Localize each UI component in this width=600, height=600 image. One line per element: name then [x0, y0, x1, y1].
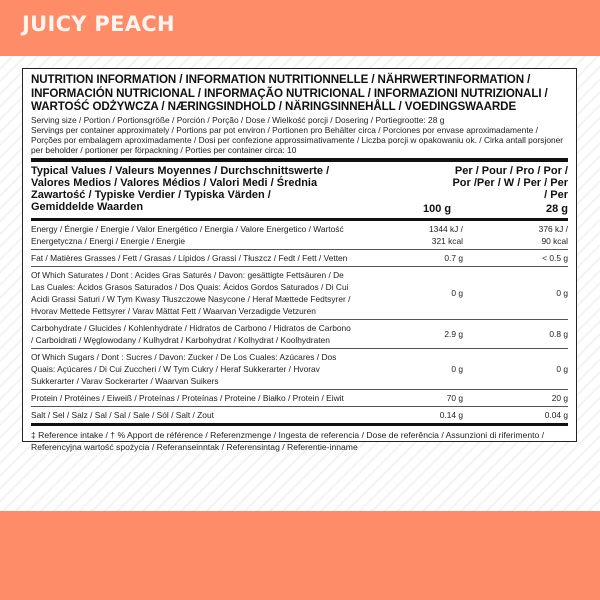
typical-values-header: Typical Values / Valeurs Moyennes / Durc… [31, 161, 393, 221]
footnote: ‡ Reference intake / † % Apport de référ… [31, 429, 545, 452]
table-row: Of Which Sugars / Dont : Sucres / Davon:… [31, 348, 568, 390]
value-per-serving: 20 g [463, 389, 568, 407]
nutrient-name: Energy / Énergie / Energie / Valor Energ… [31, 219, 393, 250]
table-row: Energy / Énergie / Energie / Valor Energ… [31, 219, 568, 250]
table-row: Protein / Protéines / Eiweiß / Proteínas… [31, 389, 568, 407]
serving-size: Serving size / Portion / Portionsgröße /… [31, 114, 445, 125]
per-header: Per / Pour / Pro / Por / Por /Per / W / … [393, 161, 568, 221]
nutrient-name: Of Which Sugars / Dont : Sucres / Davon:… [31, 348, 393, 390]
value-per-100g: 0.14 g [393, 406, 463, 426]
label-heading: NUTRITION INFORMATION / INFORMATION NUTR… [31, 73, 548, 114]
footer-band [0, 511, 600, 600]
header-band [0, 0, 600, 56]
divider [31, 157, 568, 162]
nutrient-name: Of Which Saturates / Dont : Acides Gras … [31, 266, 393, 320]
value-per-100g: 1344 kJ /321 kcal [393, 219, 463, 250]
flavor-title: JUICY PEACH [22, 12, 175, 36]
value-per-serving: 0.04 g [463, 406, 568, 426]
nutrient-name: Protein / Protéines / Eiweiß / Proteínas… [31, 389, 393, 407]
nutrition-table: Typical Values / Valeurs Moyennes / Durc… [31, 161, 568, 426]
value-per-100g: 2.9 g [393, 319, 463, 349]
per-label: Per / Pour / Pro / Por / Por /Per / W / … [452, 164, 568, 201]
table-row: Salt / Sel / Salz / Sal / Sal / Sale / S… [31, 406, 568, 426]
nutrient-name: Carbohydrate / Glucides / Kohlenhydrate … [31, 319, 393, 349]
table-row: Fat / Matières Grasses / Fett / Grasas /… [31, 249, 568, 267]
value-per-serving: 0 g [463, 266, 568, 320]
table-header: Typical Values / Valeurs Moyennes / Durc… [31, 161, 568, 221]
nutrition-label: NUTRITION INFORMATION / INFORMATION NUTR… [22, 68, 577, 452]
value-per-serving: 376 kJ /90 kcal [463, 219, 568, 250]
value-per-serving: 0 g [463, 348, 568, 390]
value-per-100g: 0.7 g [393, 249, 463, 267]
col-28g: 28 g [545, 202, 568, 215]
value-per-100g: 0 g [393, 266, 463, 320]
col-100g: 100 g [423, 202, 452, 215]
nutrient-name: Fat / Matières Grasses / Fett / Grasas /… [31, 249, 393, 267]
table-row: Of Which Saturates / Dont : Acides Gras … [31, 266, 568, 320]
servings-per-container: Servings per container approximately / P… [31, 124, 564, 155]
value-per-serving: < 0.5 g [463, 249, 568, 267]
value-per-100g: 0 g [393, 348, 463, 390]
table-row: Carbohydrate / Glucides / Kohlenhydrate … [31, 319, 568, 349]
value-per-serving: 0.8 g [463, 319, 568, 349]
nutrient-name: Salt / Sel / Salz / Sal / Sal / Sale / S… [31, 406, 393, 426]
value-per-100g: 70 g [393, 389, 463, 407]
